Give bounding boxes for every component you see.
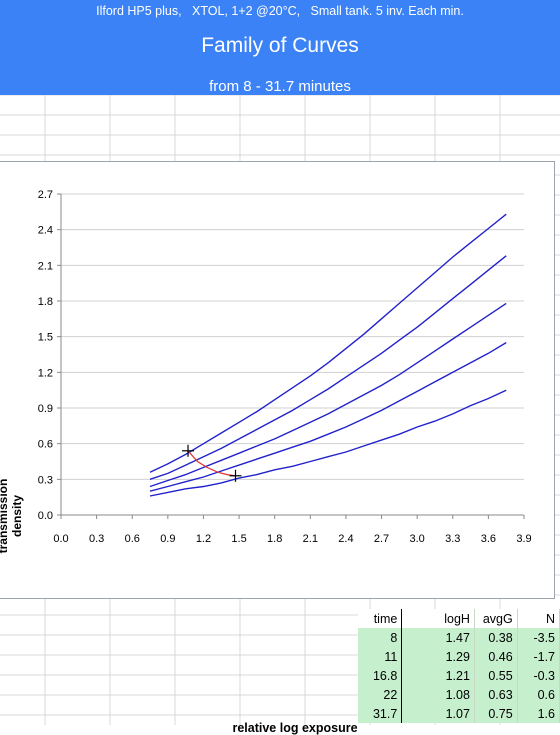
x-tick-label: 0.3	[89, 533, 104, 545]
table-cell[interactable]: -0.3	[517, 666, 560, 685]
y-tick-label: 0.0	[38, 510, 53, 522]
x-tick-label: 1.5	[231, 533, 246, 545]
stats-table: time logH avgG N 8 1.47 0.38 -3.5 11 1.2…	[358, 609, 560, 723]
table-cell[interactable]: 1.47	[401, 628, 475, 647]
curve-line-1	[149, 389, 507, 497]
curve-line-4	[149, 255, 507, 480]
table-row: 31.7 1.07 0.75 1.6	[358, 704, 560, 723]
y-tick-label: 2.7	[38, 189, 53, 201]
table-cell[interactable]: 0.46	[474, 647, 518, 666]
x-tick-label: 2.4	[338, 533, 353, 545]
table-cell[interactable]: 22	[358, 685, 403, 704]
table-cell[interactable]: 0.55	[474, 666, 518, 685]
table-cell[interactable]: 16.8	[358, 666, 403, 685]
table-cell[interactable]: 1.6	[517, 704, 560, 723]
y-tick-label: 2.1	[38, 260, 53, 272]
x-tick-label: 2.7	[374, 533, 389, 545]
table-cell[interactable]: 1.21	[401, 666, 475, 685]
x-tick-label: 0.0	[53, 533, 68, 545]
table-cell[interactable]: 1.29	[401, 647, 475, 666]
x-tick-label: 3.9	[516, 533, 531, 545]
x-tick-label: 3.3	[445, 533, 460, 545]
curve-line-5	[149, 213, 507, 473]
x-axis-label: relative log exposure	[232, 721, 358, 735]
x-tick-label: 1.8	[267, 533, 282, 545]
table-cell[interactable]: 1.07	[401, 704, 475, 723]
header-subtitle: Ilford HP5 plus, XTOL, 1+2 @20°C, Small …	[96, 4, 464, 18]
x-tick-label: 0.9	[160, 533, 175, 545]
header-cell[interactable]: avgG	[474, 609, 518, 628]
x-tick-label: 1.2	[196, 533, 211, 545]
chart-title: Family of Curves	[201, 34, 359, 57]
curve-line-3	[149, 302, 507, 488]
header-cell[interactable]: time	[358, 609, 403, 628]
y-tick-label: 0.3	[38, 474, 53, 486]
y-axis-label: transmission density	[0, 478, 24, 554]
x-tick-label: 3.6	[481, 533, 496, 545]
stats-header-row: time logH avgG N	[358, 609, 560, 628]
table-cell[interactable]: 11	[358, 647, 403, 666]
table-cell[interactable]: -3.5	[517, 628, 560, 647]
y-tick-label: 2.4	[38, 225, 53, 237]
x-tick-label: 0.6	[125, 533, 140, 545]
y-tick-label: 1.2	[38, 367, 53, 379]
x-tick-label: 2.1	[303, 533, 318, 545]
table-row: 11 1.29 0.46 -1.7	[358, 647, 560, 666]
table-row: 22 1.08 0.63 0.6	[358, 685, 560, 704]
header-banner: Ilford HP5 plus, XTOL, 1+2 @20°C, Small …	[0, 0, 560, 95]
plot-svg: 0.0 0.3 0.6 0.9 1.2 1.5 1.8 2.1 2.4 2.7 0.0 0.3 0.6 0…	[38, 189, 532, 545]
connector-line	[187, 450, 236, 477]
table-cell[interactable]: 0.63	[474, 685, 518, 704]
table-cell[interactable]: 0.75	[474, 704, 518, 723]
table-row: 8 1.47 0.38 -3.5	[358, 628, 560, 647]
table-cell[interactable]: 1.08	[401, 685, 475, 704]
table-cell[interactable]: 31.7	[358, 704, 403, 723]
header-cell[interactable]: N	[517, 609, 560, 628]
x-tick-label: 3.0	[410, 533, 425, 545]
table-row: 16.8 1.21 0.55 -0.3	[358, 666, 560, 685]
header-cell[interactable]: logH	[401, 609, 475, 628]
y-tick-label: 1.5	[38, 332, 53, 344]
table-cell[interactable]: 0.38	[474, 628, 518, 647]
table-cell[interactable]: 8	[358, 628, 403, 647]
table-cell[interactable]: 0.6	[517, 685, 560, 704]
y-tick-label: 0.9	[38, 403, 53, 415]
header-range: from 8 - 31.7 minutes	[209, 78, 351, 95]
chart-area[interactable]: 0.0 0.3 0.6 0.9 1.2 1.5 1.8 2.1 2.4 2.7 0.0 0.3 0.6 0…	[0, 161, 555, 735]
y-tick-label: 0.6	[38, 439, 53, 451]
curve-line-2	[149, 342, 507, 492]
y-tick-label: 1.8	[38, 296, 53, 308]
table-cell[interactable]: -1.7	[517, 647, 560, 666]
